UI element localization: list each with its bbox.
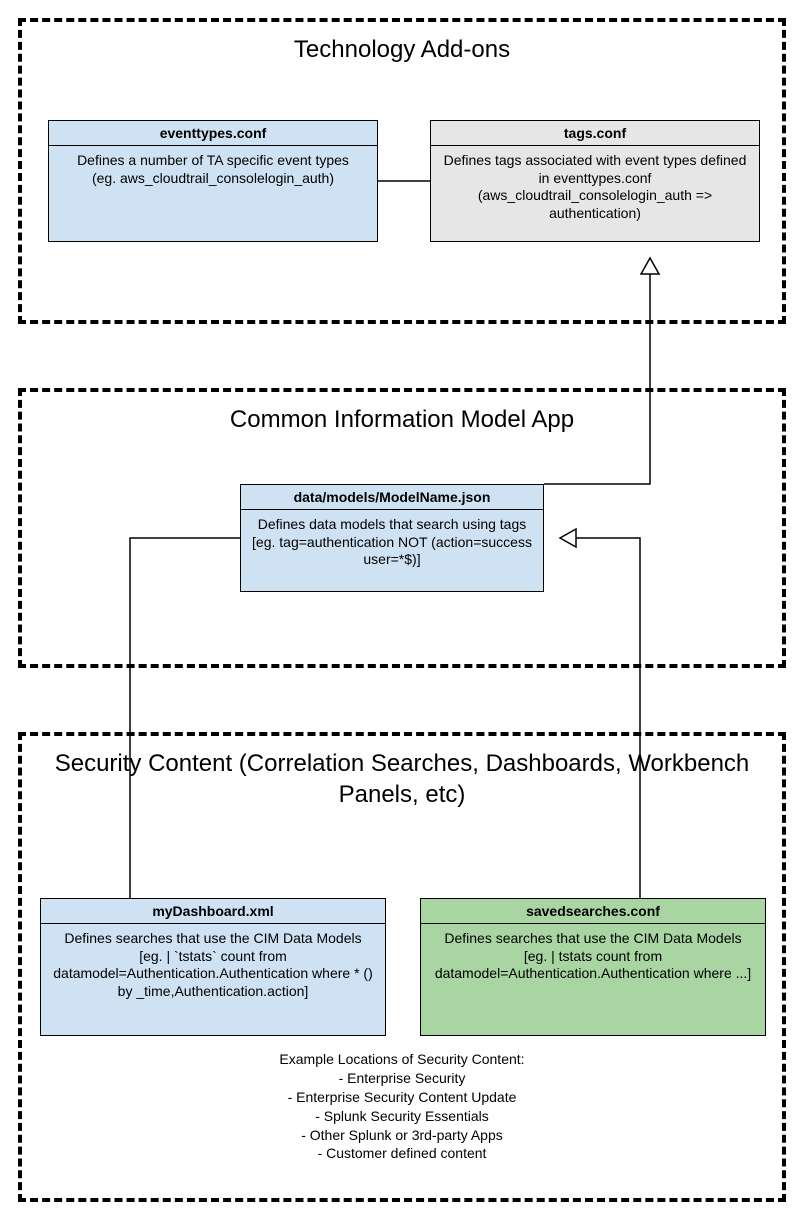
node-dashboard-xml-header: myDashboard.xml xyxy=(41,899,385,924)
node-savedsearches-body: Defines searches that use the CIM Data M… xyxy=(421,924,765,989)
node-savedsearches-conf: savedsearches.conf Defines searches that… xyxy=(420,898,766,1036)
container-security-content-title: Security Content (Correlation Searches, … xyxy=(22,736,782,816)
node-tags-conf: tags.conf Defines tags associated with e… xyxy=(430,120,760,242)
node-model-json-body: Defines data models that search using ta… xyxy=(241,510,543,575)
node-eventtypes-conf: eventtypes.conf Defines a number of TA s… xyxy=(48,120,378,242)
node-model-json-header: data/models/ModelName.json xyxy=(241,485,543,510)
node-savedsearches-header: savedsearches.conf xyxy=(421,899,765,924)
container-tech-addons-title: Technology Add-ons xyxy=(22,22,782,71)
node-dashboard-xml: myDashboard.xml Defines searches that us… xyxy=(40,898,386,1036)
container-cim-app-title: Common Information Model App xyxy=(22,392,782,441)
node-eventtypes-body: Defines a number of TA specific event ty… xyxy=(49,146,377,193)
node-model-json: data/models/ModelName.json Defines data … xyxy=(240,484,544,592)
node-eventtypes-header: eventtypes.conf xyxy=(49,121,377,146)
node-tags-header: tags.conf xyxy=(431,121,759,146)
footnote-security-locations: Example Locations of Security Content: -… xyxy=(152,1050,652,1163)
node-dashboard-xml-body: Defines searches that use the CIM Data M… xyxy=(41,924,385,1006)
node-tags-body: Defines tags associated with event types… xyxy=(431,146,759,228)
